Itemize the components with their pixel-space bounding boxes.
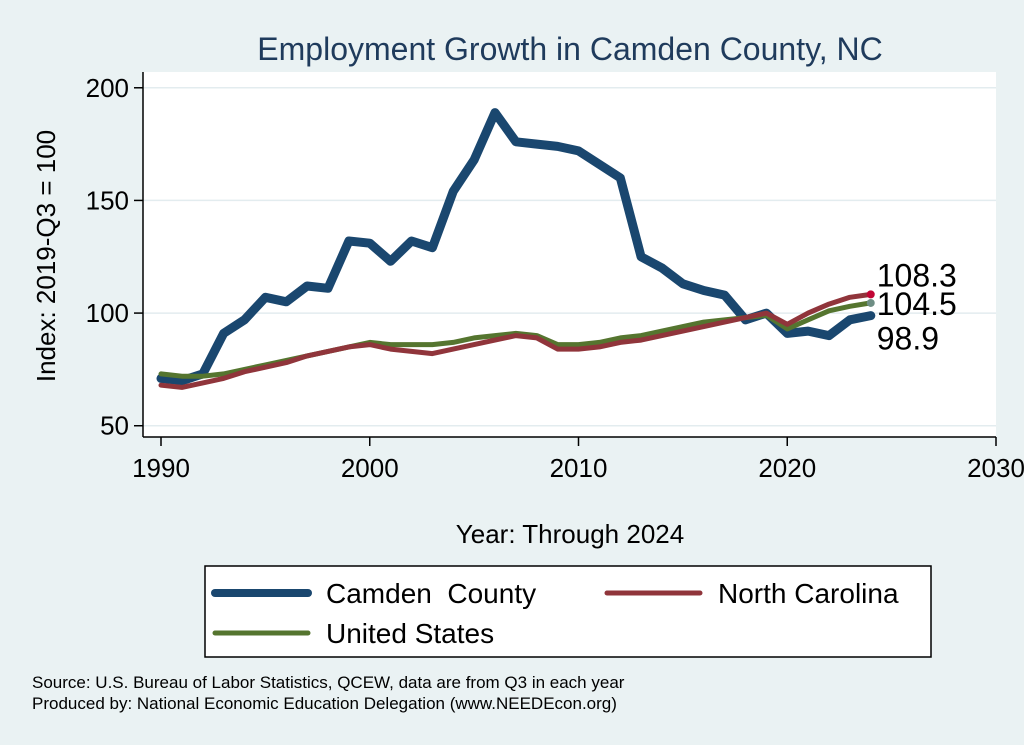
legend-label-united-states: United States bbox=[326, 618, 494, 649]
end-marker-united-states bbox=[866, 298, 875, 307]
axes: 50 100 150 200 1990 2000 2010 2020 2030 bbox=[86, 72, 1024, 483]
y-tick-label-100: 100 bbox=[86, 298, 129, 328]
y-tick-label-50: 50 bbox=[100, 411, 129, 441]
end-label-camden: 98.9 bbox=[877, 321, 939, 357]
x-tick-label-2030: 2030 bbox=[967, 453, 1024, 483]
x-tick-label-2020: 2020 bbox=[758, 453, 816, 483]
end-label-north-carolina: 108.3 bbox=[877, 257, 957, 293]
y-tick-label-150: 150 bbox=[86, 185, 129, 215]
legend-label-camden: Camden County bbox=[326, 578, 536, 609]
y-axis-title: Index: 2019-Q3 = 100 bbox=[31, 130, 61, 382]
x-tick-label-2010: 2010 bbox=[550, 453, 608, 483]
gridlines bbox=[143, 87, 996, 427]
producer-note: Produced by: National Economic Education… bbox=[32, 694, 617, 713]
end-label-united-states: 104.5 bbox=[877, 286, 957, 322]
legend-box bbox=[204, 565, 932, 658]
legend-label-north-carolina: North Carolina bbox=[718, 578, 899, 609]
chart-title: Employment Growth in Camden County, NC bbox=[257, 31, 882, 67]
x-axis-title: Year: Through 2024 bbox=[456, 519, 684, 549]
end-marker-north-carolina bbox=[866, 290, 875, 299]
y-tick-label-200: 200 bbox=[86, 73, 129, 103]
end-marker-camden bbox=[866, 311, 875, 320]
series-lines bbox=[156, 108, 876, 390]
x-tick-label-1990: 1990 bbox=[132, 453, 190, 483]
legend: Camden County North Carolina United Stat… bbox=[204, 565, 932, 658]
plot-area bbox=[143, 72, 996, 437]
source-note: Source: U.S. Bureau of Labor Statistics,… bbox=[32, 673, 625, 692]
x-tick-label-2000: 2000 bbox=[341, 453, 399, 483]
series-line-north-carolina bbox=[158, 291, 874, 390]
